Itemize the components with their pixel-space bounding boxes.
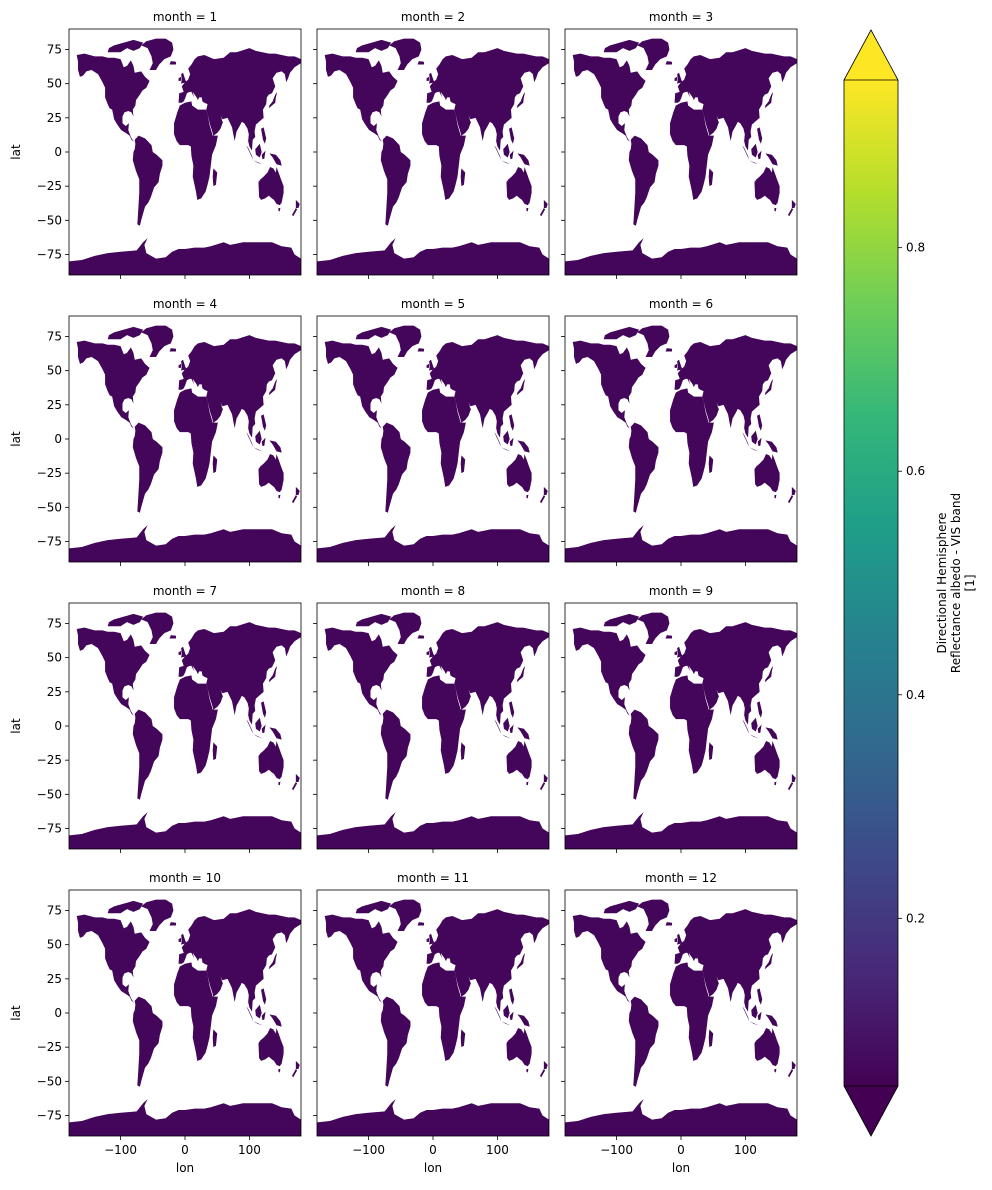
colorbar: 0.2 0.4 0.6 0.8 Directional Hemisphere Reflec… <box>844 30 977 1136</box>
y-tick-label: 50 <box>47 651 62 665</box>
y-tick-label: 0 <box>54 1006 62 1020</box>
facet-month-6: month = 6 <box>561 297 797 566</box>
x-tick-label: −100 <box>352 1143 385 1157</box>
y-tick-label: 25 <box>47 398 62 412</box>
albedo-map-7 <box>69 603 301 849</box>
y-tick-label: 75 <box>47 617 62 631</box>
y-axis-label: lat <box>9 718 23 734</box>
y-tick-label: 50 <box>47 938 62 952</box>
facet-title: month = 8 <box>401 584 465 598</box>
colorbar-tick-label: 0.2 <box>906 911 925 925</box>
y-tick-label: 25 <box>47 972 62 986</box>
y-tick-label: −75 <box>37 535 62 549</box>
y-tick-label: −50 <box>37 213 62 227</box>
colorbar-label: Directional Hemisphere <box>935 512 949 653</box>
y-tick-label: 50 <box>47 364 62 378</box>
x-axis-label: lon <box>672 1161 690 1175</box>
facet-month-11: month = 11 −100 0 100 lon <box>313 871 549 1175</box>
y-tick-label: 75 <box>47 904 62 918</box>
x-tick-label: −100 <box>104 1143 137 1157</box>
facet-title: month = 3 <box>649 10 713 24</box>
facet-title: month = 2 <box>401 10 465 24</box>
facet-month-8: month = 8 <box>313 584 549 853</box>
albedo-map-3 <box>565 29 797 275</box>
x-tick-label: 100 <box>486 1143 509 1157</box>
y-tick-label: −25 <box>37 753 62 767</box>
facet-month-3: month = 3 <box>561 10 797 279</box>
albedo-map-5 <box>317 316 549 562</box>
y-axis-label: lat <box>9 144 23 160</box>
albedo-map-12 <box>565 890 797 1136</box>
y-tick-label: −25 <box>37 1040 62 1054</box>
colorbar-extend-max <box>844 30 898 80</box>
x-axis-label: lon <box>176 1161 194 1175</box>
facet-month-7: month = 7 75 50 25 0 −25 −50 −75 lat <box>9 584 301 853</box>
x-tick-label: 0 <box>429 1143 437 1157</box>
facet-month-12: month = 12 −100 0 100 lon <box>561 871 797 1175</box>
facet-title: month = 9 <box>649 584 713 598</box>
x-tick-label: 0 <box>181 1143 189 1157</box>
facet-month-1: month = 1 75 50 25 0 −25 −50 −75 lat <box>9 10 301 279</box>
facet-month-9: month = 9 <box>561 584 797 853</box>
colorbar-gradient <box>844 80 898 1086</box>
albedo-map-1 <box>69 29 301 275</box>
facet-title: month = 10 <box>149 871 221 885</box>
facet-month-2: month = 2 <box>313 10 549 279</box>
y-tick-label: 0 <box>54 145 62 159</box>
albedo-map-8 <box>317 603 549 849</box>
colorbar-tick-label: 0.6 <box>906 464 925 478</box>
x-tick-label: 0 <box>677 1143 685 1157</box>
albedo-map-11 <box>317 890 549 1136</box>
albedo-map-2 <box>317 29 549 275</box>
y-tick-label: −75 <box>37 822 62 836</box>
albedo-map-6 <box>565 316 797 562</box>
y-axis-label: lat <box>9 431 23 447</box>
y-tick-label: −50 <box>37 1074 62 1088</box>
colorbar-tick-label: 0.8 <box>906 241 925 255</box>
y-tick-label: 0 <box>54 432 62 446</box>
y-tick-label: 25 <box>47 685 62 699</box>
facet-month-5: month = 5 <box>313 297 549 566</box>
facet-title: month = 1 <box>153 10 217 24</box>
facet-month-4: month = 4 75 50 25 0 −25 −50 −75 lat <box>9 297 301 566</box>
y-tick-label: 75 <box>47 330 62 344</box>
facet-title: month = 12 <box>645 871 717 885</box>
y-tick-label: −50 <box>37 787 62 801</box>
facet-title: month = 5 <box>401 297 465 311</box>
colorbar-extend-min <box>844 1086 898 1136</box>
y-tick-label: −25 <box>37 179 62 193</box>
y-tick-label: −75 <box>37 248 62 262</box>
facet-title: month = 6 <box>649 297 713 311</box>
albedo-map-9 <box>565 603 797 849</box>
albedo-map-4 <box>69 316 301 562</box>
y-tick-label: −50 <box>37 500 62 514</box>
facet-title: month = 4 <box>153 297 217 311</box>
facet-month-10: month = 10 −100 0 100 75 50 25 0 −25 −50 −75 lat lon <box>9 871 301 1175</box>
y-tick-label: −25 <box>37 466 62 480</box>
y-tick-label: −75 <box>37 1109 62 1123</box>
x-axis-label: lon <box>424 1161 442 1175</box>
albedo-map-10 <box>69 890 301 1136</box>
colorbar-tick-label: 0.4 <box>906 688 925 702</box>
colorbar-label: Reflectance albedo - VIS band <box>949 493 963 673</box>
x-tick-label: 100 <box>238 1143 261 1157</box>
facet-title: month = 11 <box>397 871 469 885</box>
y-tick-label: 25 <box>47 111 62 125</box>
facet-title: month = 7 <box>153 584 217 598</box>
x-tick-label: −100 <box>600 1143 633 1157</box>
colorbar-label: [1] <box>963 575 977 592</box>
y-tick-label: 50 <box>47 77 62 91</box>
x-tick-label: 100 <box>734 1143 757 1157</box>
y-axis-label: lat <box>9 1005 23 1021</box>
y-tick-label: 75 <box>47 43 62 57</box>
y-tick-label: 0 <box>54 719 62 733</box>
